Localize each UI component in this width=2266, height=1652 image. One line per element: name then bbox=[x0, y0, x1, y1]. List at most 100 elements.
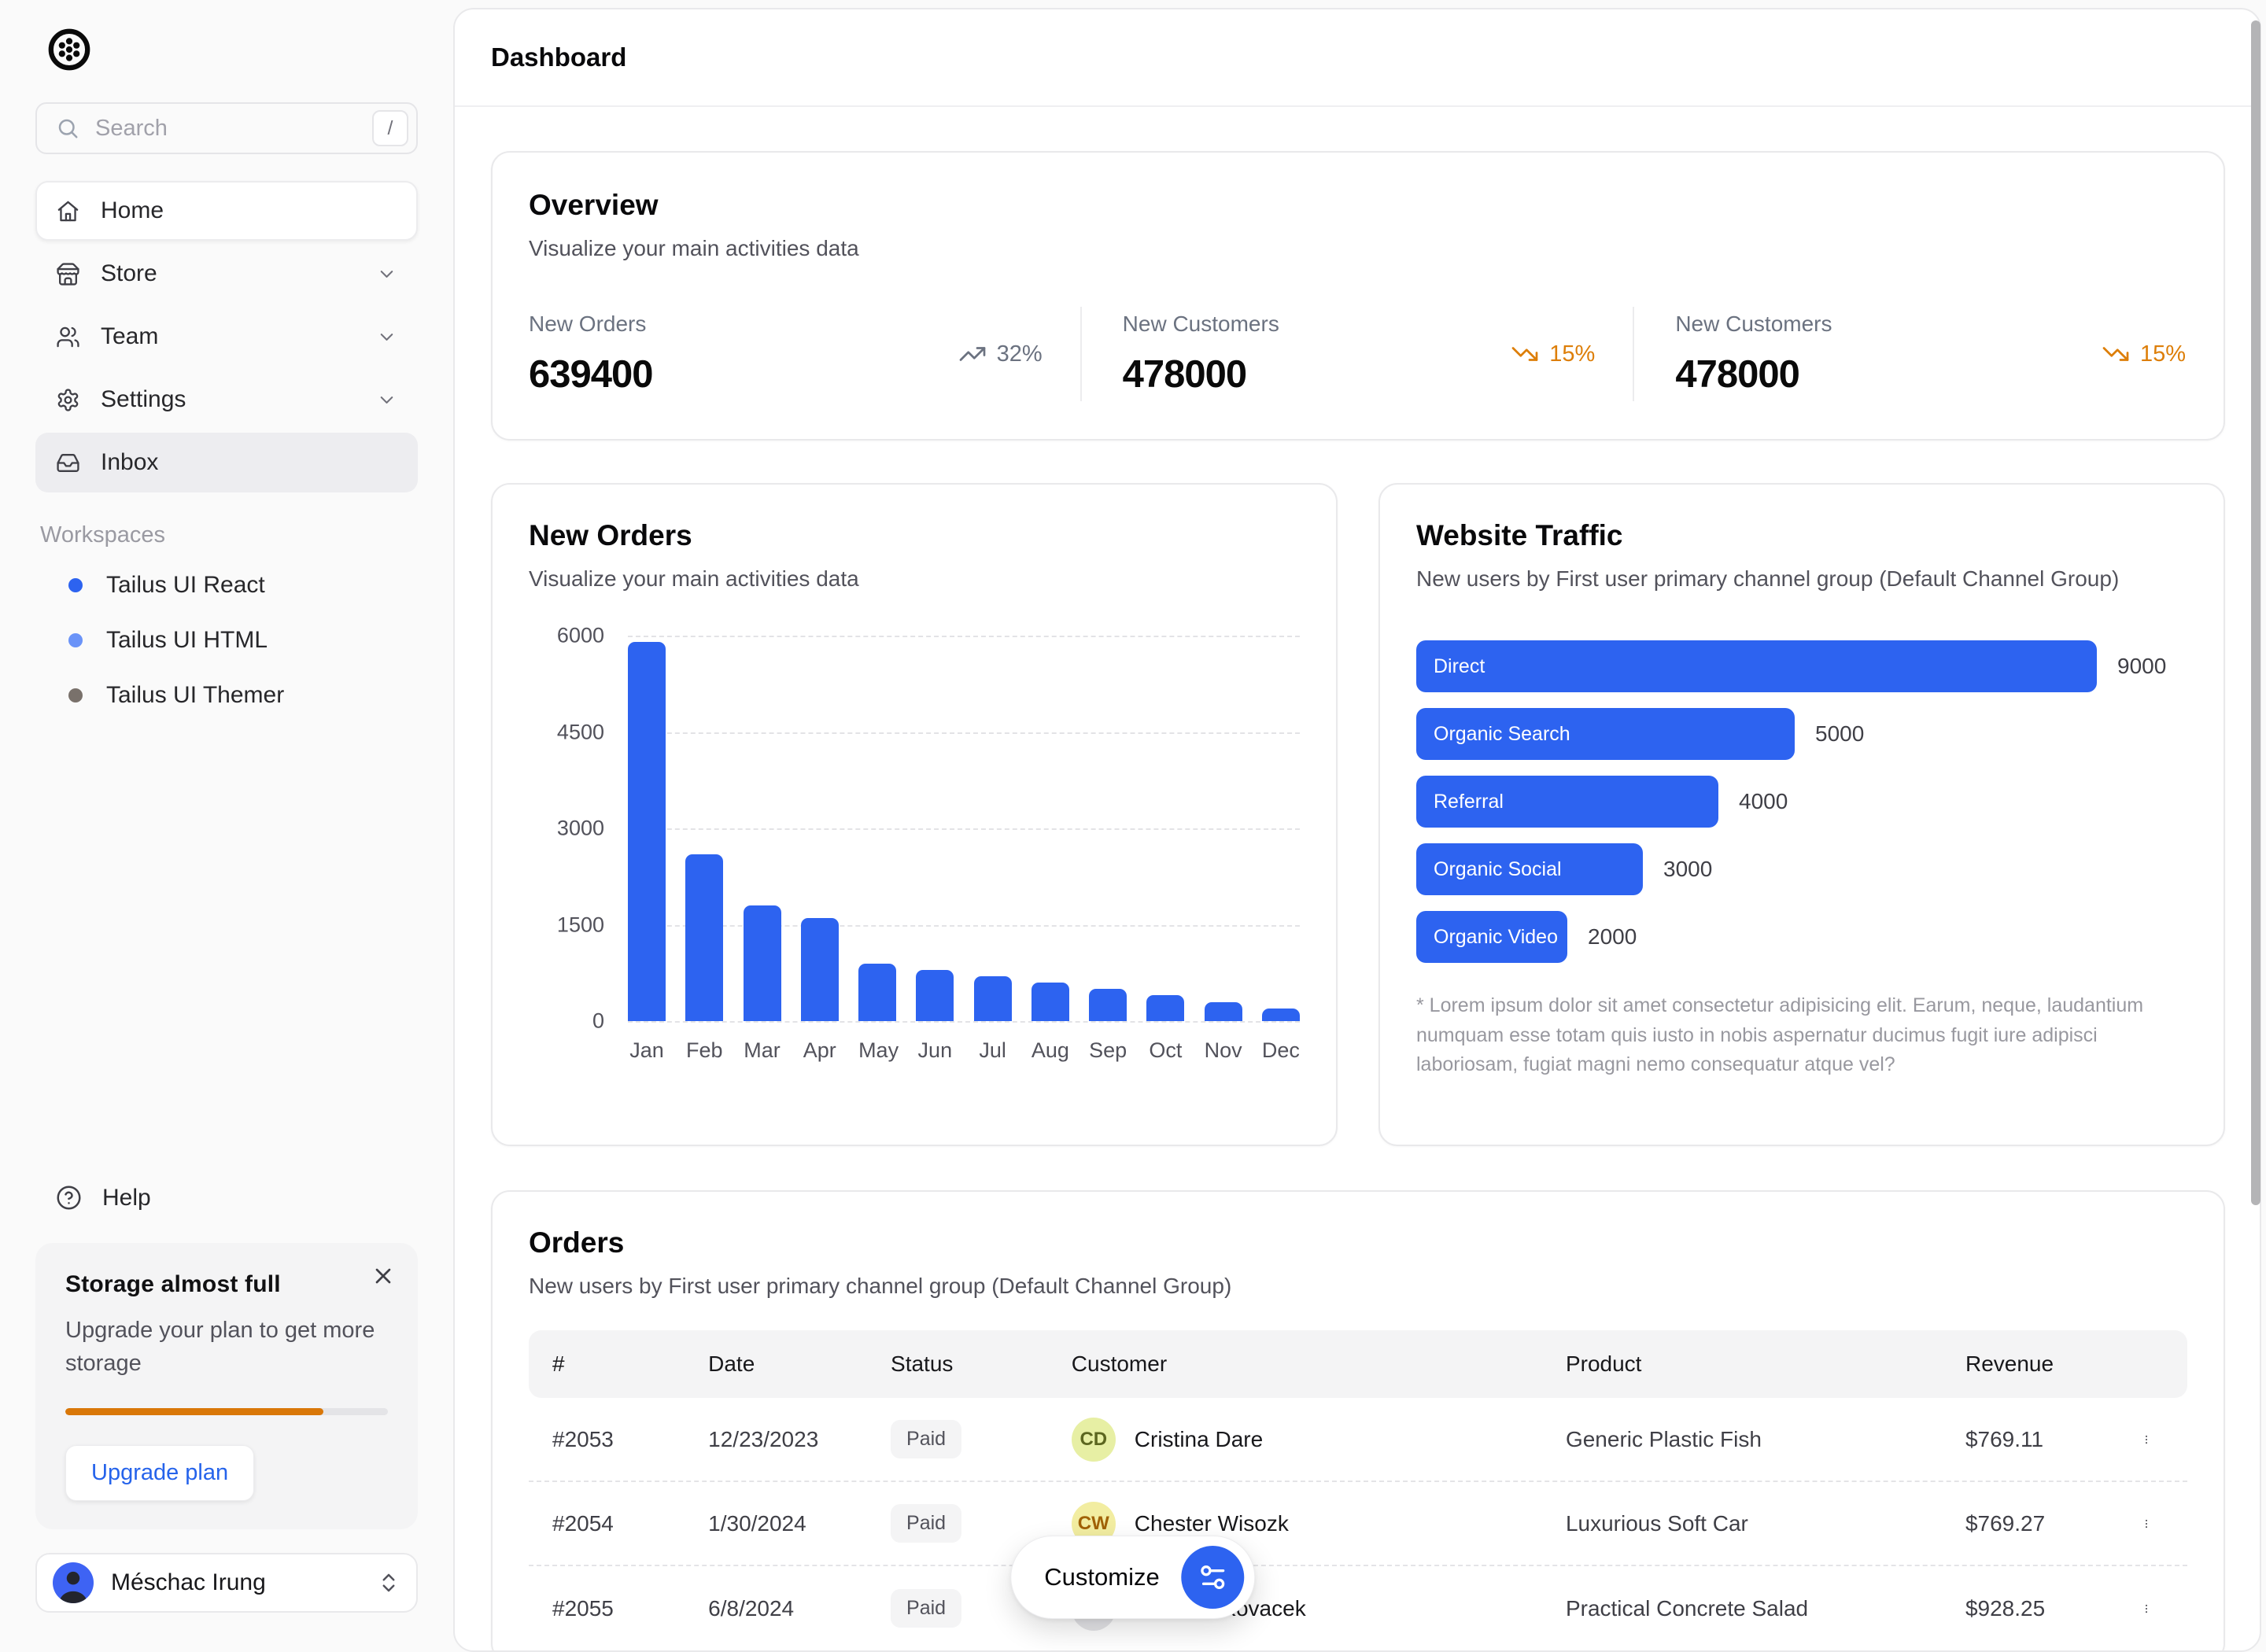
stat-value: 639400 bbox=[529, 352, 653, 396]
close-icon[interactable] bbox=[371, 1263, 396, 1289]
user-menu[interactable]: Méschac Irung bbox=[35, 1553, 418, 1613]
sidebar-item-help[interactable]: Help bbox=[35, 1174, 418, 1222]
customer-name: Cristina Dare bbox=[1135, 1427, 1263, 1452]
user-avatar bbox=[53, 1562, 94, 1603]
search-box[interactable]: / bbox=[35, 102, 418, 154]
storage-title: Storage almost full bbox=[65, 1271, 388, 1298]
sliders-icon bbox=[1182, 1546, 1245, 1609]
page-header: Dashboard bbox=[455, 9, 2260, 107]
sidebar-item-label: Store bbox=[101, 260, 157, 287]
traffic-bar-label: Organic Video bbox=[1434, 926, 1558, 949]
status-badge: Paid bbox=[891, 1589, 961, 1628]
stat-trend: 15% bbox=[2102, 340, 2186, 368]
workspace-label: Tailus UI React bbox=[106, 572, 265, 599]
product-name: Luxurious Soft Car bbox=[1542, 1511, 1942, 1536]
website-traffic-subtitle: New users by First user primary channel … bbox=[1416, 566, 2187, 592]
sidebar-item-home[interactable]: Home bbox=[35, 181, 418, 241]
x-tick-label: Aug bbox=[1032, 1038, 1069, 1063]
storage-card: Storage almost full Upgrade your plan to… bbox=[35, 1243, 418, 1529]
column-header: Customer bbox=[1048, 1351, 1542, 1377]
bar-Jan bbox=[628, 642, 666, 1021]
y-tick-label: 3000 bbox=[557, 817, 604, 841]
traffic-bar-label: Organic Social bbox=[1434, 858, 1562, 881]
orders-table-header: #DateStatusCustomerProductRevenue bbox=[529, 1330, 2187, 1398]
sidebar: / Home Store Team Settings Inbox Workspa… bbox=[0, 0, 453, 1632]
table-row-2053[interactable]: #2053 12/23/2023 Paid CD Cristina Dare G… bbox=[529, 1398, 2187, 1482]
row-menu-button[interactable] bbox=[2117, 1591, 2152, 1626]
y-tick-label: 6000 bbox=[557, 624, 604, 648]
team-icon bbox=[56, 325, 80, 349]
row-menu-button[interactable] bbox=[2117, 1422, 2152, 1457]
order-revenue: $769.27 bbox=[1942, 1511, 2117, 1536]
traffic-bar: Organic Video bbox=[1416, 911, 1567, 963]
order-id: #2054 bbox=[529, 1511, 685, 1536]
table-row-2054[interactable]: #2054 1/30/2024 Paid CW Chester Wisozk L… bbox=[529, 1482, 2187, 1566]
table-row-2055[interactable]: #2055 6/8/2024 Paid PK Paulette Kovacek … bbox=[529, 1566, 2187, 1650]
chevron-down-icon bbox=[376, 264, 397, 285]
workspace-dot-icon bbox=[68, 688, 83, 702]
workspace-dot-icon bbox=[68, 633, 83, 647]
search-input[interactable] bbox=[94, 115, 358, 142]
workspace-dot-icon bbox=[68, 578, 83, 592]
stat-value: 478000 bbox=[1123, 352, 1279, 396]
row-menu-button[interactable] bbox=[2117, 1506, 2152, 1541]
stat-value: 478000 bbox=[1675, 352, 1832, 396]
help-circle-icon bbox=[56, 1185, 82, 1211]
traffic-row-4: Organic Video 2000 bbox=[1416, 911, 2187, 963]
search-shortcut-key: / bbox=[372, 110, 408, 146]
x-tick-label: Jul bbox=[974, 1038, 1012, 1063]
sidebar-item-team[interactable]: Team bbox=[35, 307, 418, 367]
x-axis-labels: JanFebMarAprMayJunJulAugSepOctNovDec bbox=[628, 1038, 1300, 1063]
traffic-bar-value: 2000 bbox=[1588, 924, 1637, 950]
settings-icon bbox=[56, 388, 80, 412]
sidebar-item-settings[interactable]: Settings bbox=[35, 370, 418, 430]
stat-1: New Customers 478000 15% bbox=[1082, 307, 1635, 401]
scrollbar-thumb[interactable] bbox=[2251, 20, 2260, 1205]
workspace-label: Tailus UI HTML bbox=[106, 627, 268, 654]
x-tick-label: Nov bbox=[1205, 1038, 1242, 1063]
upgrade-plan-button[interactable]: Upgrade plan bbox=[65, 1445, 254, 1501]
x-tick-label: Sep bbox=[1089, 1038, 1127, 1063]
store-icon bbox=[56, 262, 80, 286]
status-badge: Paid bbox=[891, 1504, 961, 1543]
sidebar-item-store[interactable]: Store bbox=[35, 244, 418, 304]
stat-trend: 15% bbox=[1511, 340, 1595, 368]
trending-down-icon bbox=[1511, 340, 1539, 368]
bar-Apr bbox=[801, 918, 839, 1021]
workspace-item-2[interactable]: Tailus UI Themer bbox=[35, 671, 418, 720]
y-tick-label: 1500 bbox=[557, 913, 604, 937]
new-orders-chart-subtitle: Visualize your main activities data bbox=[529, 566, 1300, 592]
order-date: 12/23/2023 bbox=[685, 1427, 867, 1452]
traffic-bar-value: 5000 bbox=[1815, 721, 1864, 747]
workspace-label: Tailus UI Themer bbox=[106, 682, 284, 709]
bar-Feb bbox=[685, 854, 723, 1021]
stat-label: New Customers bbox=[1675, 312, 1832, 337]
storage-body: Upgrade your plan to get more storage bbox=[65, 1314, 388, 1380]
column-header: Status bbox=[867, 1351, 1048, 1377]
sidebar-nav: Home Store Team Settings Inbox bbox=[35, 181, 418, 492]
traffic-bars: Direct 9000 Organic Search 5000 Referral… bbox=[1416, 640, 2187, 963]
storage-progress-bar bbox=[65, 1408, 388, 1415]
traffic-row-1: Organic Search 5000 bbox=[1416, 708, 2187, 760]
x-tick-label: Jun bbox=[916, 1038, 954, 1063]
sidebar-item-label: Home bbox=[101, 197, 164, 224]
product-name: Practical Concrete Salad bbox=[1542, 1596, 1942, 1621]
chevrons-up-down-icon bbox=[377, 1571, 400, 1595]
column-header: Date bbox=[685, 1351, 867, 1377]
traffic-bar: Organic Social bbox=[1416, 843, 1643, 895]
workspace-item-1[interactable]: Tailus UI HTML bbox=[35, 616, 418, 665]
bar-Oct bbox=[1146, 995, 1184, 1021]
new-orders-chart-card: New Orders Visualize your main activitie… bbox=[491, 483, 1338, 1146]
traffic-row-0: Direct 9000 bbox=[1416, 640, 2187, 692]
sidebar-item-inbox[interactable]: Inbox bbox=[35, 433, 418, 492]
bar-Jul bbox=[974, 976, 1012, 1021]
overview-subtitle: Visualize your main activities data bbox=[529, 236, 2187, 261]
stat-percent: 15% bbox=[2140, 341, 2186, 367]
customer-name: Chester Wisozk bbox=[1135, 1511, 1289, 1536]
order-id: #2053 bbox=[529, 1427, 685, 1452]
main-panel: Dashboard Overview Visualize your main a… bbox=[453, 8, 2261, 1652]
customize-button[interactable]: Customize bbox=[1010, 1536, 1255, 1619]
workspace-item-0[interactable]: Tailus UI React bbox=[35, 561, 418, 610]
website-traffic-card: Website Traffic New users by First user … bbox=[1378, 483, 2225, 1146]
x-tick-label: Dec bbox=[1262, 1038, 1300, 1063]
